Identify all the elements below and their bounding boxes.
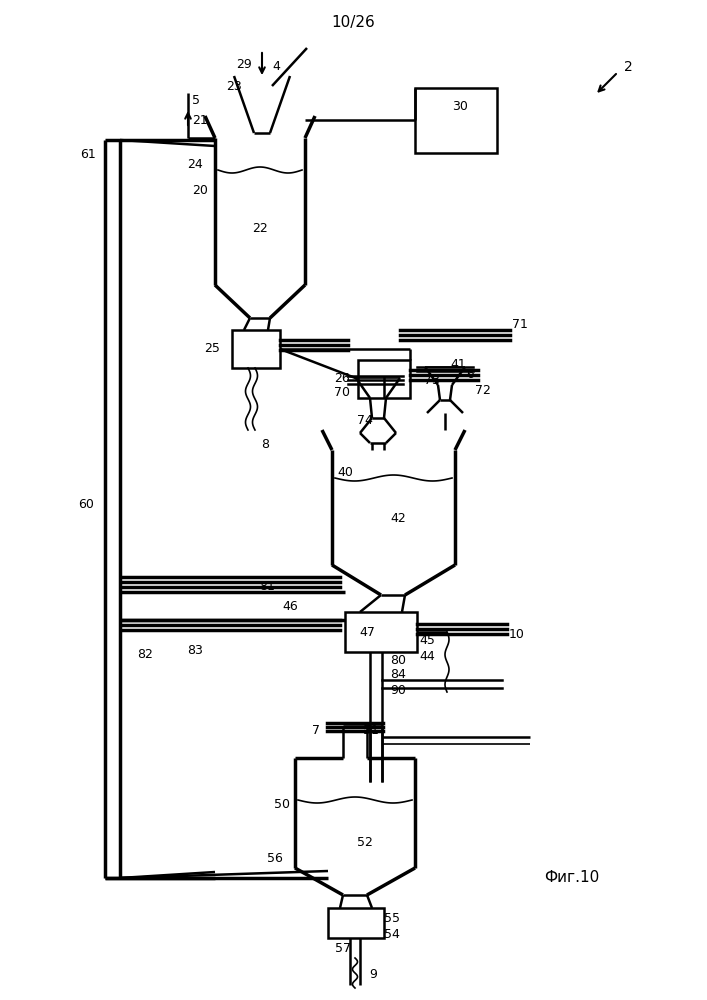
Text: 44: 44 [419,650,435,662]
Text: 52: 52 [357,836,373,848]
Text: 57: 57 [335,942,351,954]
Text: 55: 55 [384,912,400,924]
Text: 22: 22 [252,222,268,234]
Text: 70: 70 [334,386,350,399]
Text: 8: 8 [261,438,269,452]
Text: 29: 29 [236,57,252,70]
Text: 41: 41 [450,359,466,371]
Text: 73: 73 [424,373,440,386]
Text: 9: 9 [369,968,377,982]
Text: 5: 5 [192,94,200,106]
Bar [232,330,280,368]
Text: 6: 6 [466,368,474,381]
Text: 50: 50 [274,798,290,812]
Text: 72: 72 [475,383,491,396]
Text: 4: 4 [272,60,280,73]
Text: 24: 24 [187,158,203,172]
Text: 54: 54 [384,928,400,940]
Text: 30: 30 [452,101,468,113]
Text: 84: 84 [390,668,406,680]
Text: 90: 90 [390,684,406,696]
Bar [328,908,384,938]
Text: 46: 46 [282,600,298,613]
Text: 20: 20 [192,184,208,196]
Text: 45: 45 [419,634,435,647]
Text: 61: 61 [80,148,96,161]
Text: Фиг.10: Фиг.10 [544,870,600,886]
Text: 40: 40 [337,466,353,480]
Text: 21: 21 [192,113,208,126]
Text: 56: 56 [267,852,283,864]
Text: 82: 82 [137,648,153,660]
Text: 25: 25 [204,342,220,356]
Text: 80: 80 [390,654,406,666]
Bar [415,88,497,153]
Text: 26: 26 [334,372,350,385]
Text: 74: 74 [357,414,373,426]
Text: 10/26: 10/26 [331,14,375,29]
Bar [358,360,410,398]
Text: 47: 47 [359,626,375,639]
Text: 42: 42 [390,512,406,524]
Text: 71: 71 [512,318,528,332]
Bar [345,612,417,652]
Text: 23: 23 [226,80,242,93]
Text: 60: 60 [78,498,94,512]
Text: 81: 81 [259,580,275,593]
Text: 10: 10 [509,628,525,641]
Text: 83: 83 [187,644,203,656]
Text: 2: 2 [624,60,632,74]
Text: 51: 51 [363,724,379,736]
Text: 7: 7 [312,724,320,736]
